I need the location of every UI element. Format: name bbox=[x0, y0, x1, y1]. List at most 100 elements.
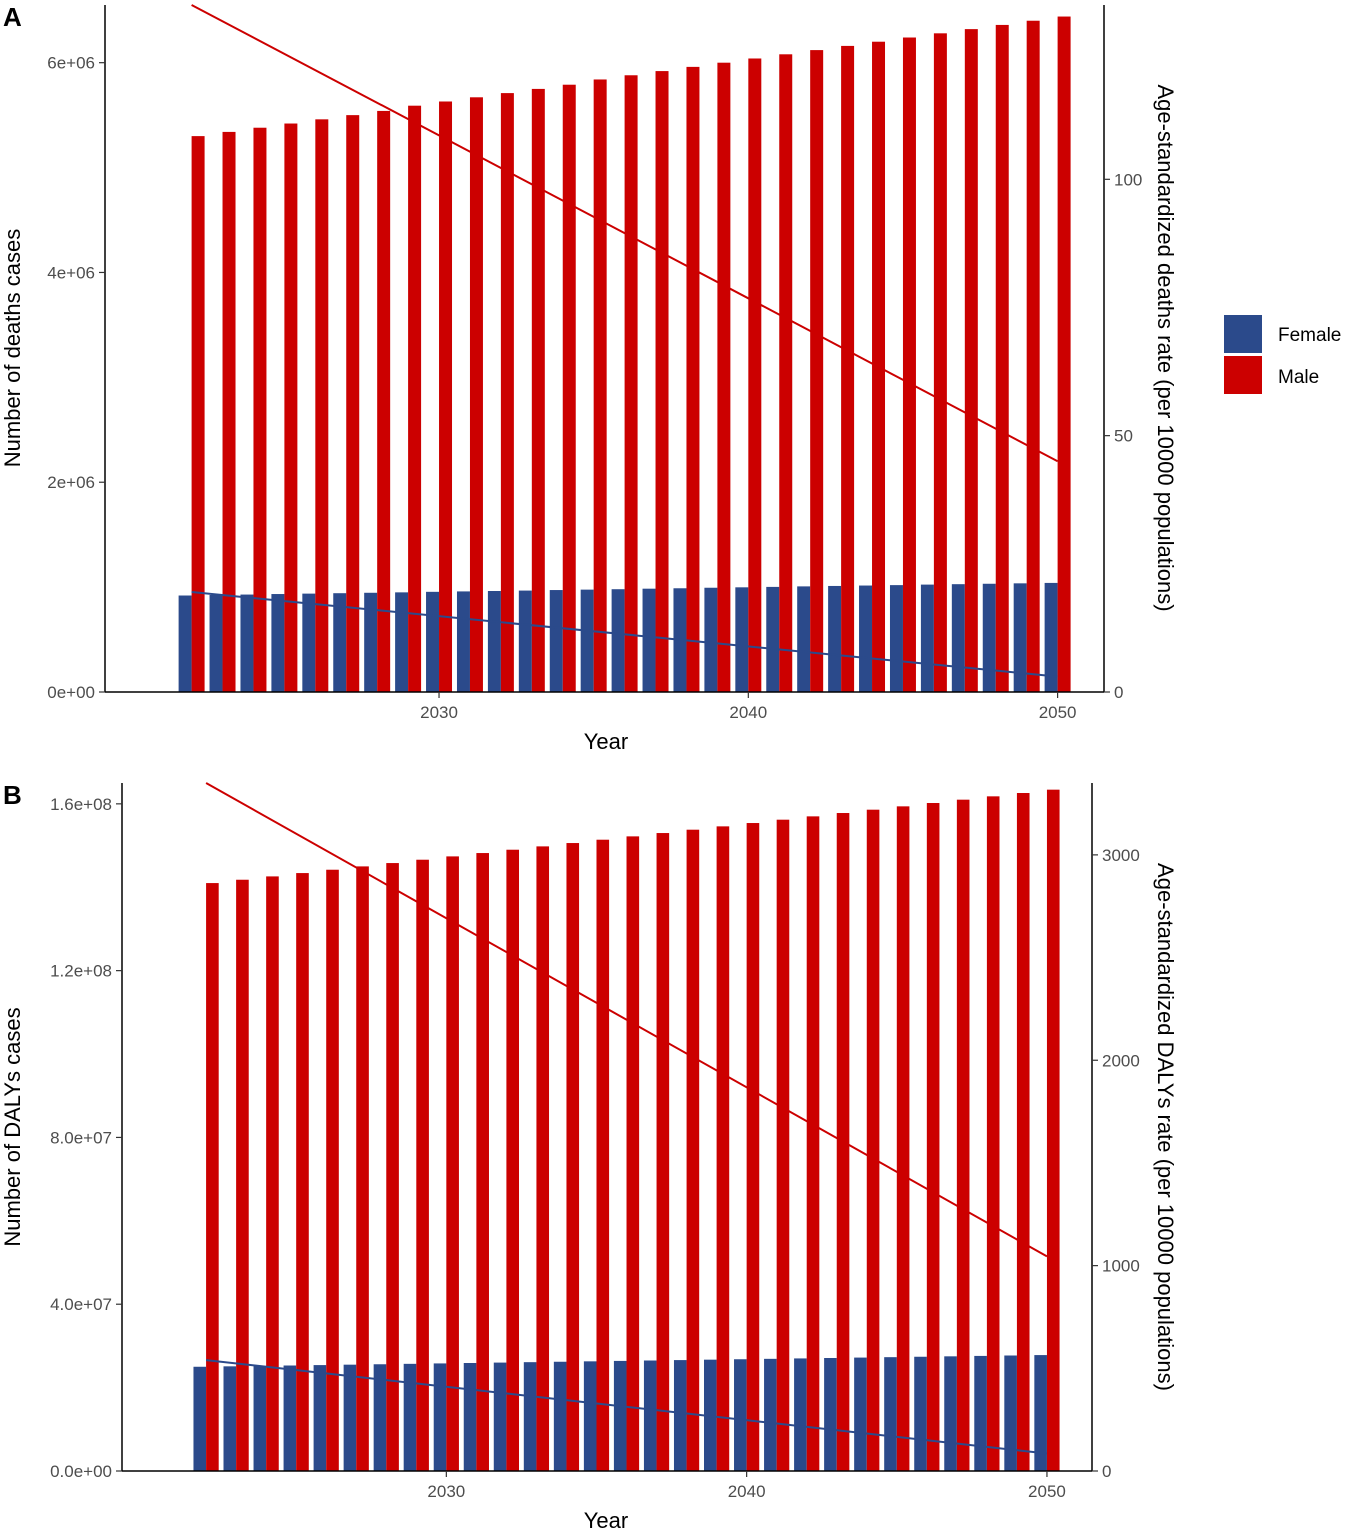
female-bar-2033 bbox=[518, 590, 532, 692]
female-bar-2041 bbox=[766, 586, 780, 692]
female-bar-2044 bbox=[859, 585, 873, 692]
male-bar-2031 bbox=[476, 853, 489, 1471]
male-bar-2050 bbox=[1046, 789, 1060, 1471]
female-bar-2022 bbox=[193, 1366, 207, 1471]
y-tick-label: 0.0e+00 bbox=[50, 1462, 112, 1481]
female-bar-2034 bbox=[549, 590, 563, 692]
male-bar-2024 bbox=[253, 127, 267, 693]
female-bar-2048 bbox=[974, 1355, 987, 1471]
male-bar-2049 bbox=[1016, 793, 1030, 1471]
female-bar-2040 bbox=[735, 587, 749, 692]
female-bar-2047 bbox=[944, 1356, 957, 1471]
female-bar-2036 bbox=[613, 1360, 627, 1471]
female-bar-2032 bbox=[487, 591, 501, 692]
female-bar-2046 bbox=[920, 584, 934, 692]
male-bar-2047 bbox=[964, 29, 978, 693]
panel-a-label: A bbox=[3, 2, 22, 32]
y-tick-label: 4.0e+07 bbox=[50, 1295, 112, 1314]
y2-tick-label: 50 bbox=[1114, 427, 1133, 446]
female-bar-2043 bbox=[828, 585, 842, 692]
x-tick-label: 2030 bbox=[427, 1482, 465, 1501]
female-bar-2032 bbox=[493, 1362, 507, 1471]
legend-label-female: Female bbox=[1278, 325, 1341, 346]
female-bar-2029 bbox=[403, 1363, 417, 1471]
male-bar-2027 bbox=[346, 115, 360, 692]
female-bar-2037 bbox=[642, 588, 656, 692]
male-bar-2038 bbox=[686, 66, 700, 692]
female-bar-2026 bbox=[302, 593, 316, 692]
x-tick-label: 2050 bbox=[1028, 1482, 1066, 1501]
female-bar-2025 bbox=[283, 1365, 297, 1471]
female-bar-2044 bbox=[854, 1357, 867, 1471]
female-bar-2023 bbox=[209, 594, 223, 692]
male-bar-2025 bbox=[284, 123, 298, 692]
male-bar-2036 bbox=[626, 836, 640, 1471]
y2-tick-label: 0 bbox=[1102, 1462, 1111, 1481]
male-bar-2024 bbox=[266, 876, 279, 1471]
female-bar-2035 bbox=[583, 1361, 597, 1471]
panel-a-y-axis-title: Number of deaths cases bbox=[0, 229, 25, 467]
male-bar-2040 bbox=[748, 58, 762, 693]
male-bar-2045 bbox=[896, 806, 910, 1471]
female-bar-2037 bbox=[643, 1360, 657, 1471]
female-bar-2047 bbox=[951, 584, 965, 692]
male-bar-2047 bbox=[956, 799, 970, 1471]
panel-b-axes: 0.0e+00 4.0e+07 8.0e+07 1.2e+08 1.6e+08 0 1000… bbox=[50, 783, 1140, 1501]
panel-a-deaths-chart: A 0e+00 2e+06 4e+06 6e+06 0 50 100 2030 2040 2050… bbox=[0, 2, 1178, 754]
female-bar-2030 bbox=[426, 591, 440, 692]
female-bar-2028 bbox=[373, 1364, 387, 1471]
male-bar-2037 bbox=[655, 71, 669, 692]
male-bar-2022 bbox=[206, 883, 219, 1471]
legend-label-male: Male bbox=[1278, 367, 1319, 388]
female-bar-2043 bbox=[824, 1358, 837, 1471]
female-bar-2049 bbox=[1013, 583, 1027, 692]
male-bar-2034 bbox=[562, 84, 576, 692]
male-bar-2046 bbox=[926, 803, 940, 1471]
female-bar-2029 bbox=[395, 592, 409, 692]
female-bar-2038 bbox=[673, 1360, 687, 1471]
male-bar-2046 bbox=[933, 33, 947, 692]
male-bar-2031 bbox=[469, 97, 483, 693]
female-bar-2035 bbox=[580, 589, 594, 692]
male-bar-2025 bbox=[296, 873, 309, 1471]
male-bar-2032 bbox=[506, 849, 520, 1471]
female-bar-2024 bbox=[253, 1365, 267, 1471]
panel-a-rate-lines bbox=[191, 4, 1059, 678]
male-bar-2048 bbox=[986, 796, 1000, 1471]
male-bar-2030 bbox=[446, 856, 459, 1471]
y-tick-label: 8.0e+07 bbox=[50, 1128, 112, 1147]
legend-key-female bbox=[1224, 315, 1262, 353]
male-bar-2045 bbox=[902, 37, 916, 692]
female-bar-2030 bbox=[433, 1363, 447, 1471]
female-bar-2031 bbox=[463, 1363, 477, 1471]
female-bar-2031 bbox=[456, 591, 470, 692]
female-bar-2028 bbox=[364, 592, 378, 692]
female-bar-2040 bbox=[734, 1359, 747, 1471]
y-tick-label: 1.6e+08 bbox=[50, 795, 112, 814]
male-bar-2049 bbox=[1026, 20, 1040, 693]
male-bar-2044 bbox=[866, 809, 880, 1471]
y2-tick-label: 0 bbox=[1114, 683, 1123, 702]
male-bar-2023 bbox=[222, 131, 236, 692]
female-bar-2042 bbox=[797, 586, 811, 692]
panel-b-rate-lines bbox=[205, 782, 1048, 1455]
male-bar-2023 bbox=[236, 879, 249, 1471]
male-bar-2037 bbox=[656, 833, 670, 1471]
panel-a-axes: 0e+00 2e+06 4e+06 6e+06 0 50 100 2030 2040 2050 bbox=[47, 5, 1142, 722]
male-bar-2042 bbox=[806, 816, 820, 1471]
male-bar-2040 bbox=[746, 823, 760, 1471]
male-bar-2036 bbox=[624, 75, 638, 692]
panel-b-dalys-chart: B 0.0e+00 4.0e+07 8.0e+07 1.2e+08 1.6e+08 0 10… bbox=[0, 780, 1178, 1532]
male-bar-2039 bbox=[716, 826, 730, 1471]
panel-a-bars bbox=[178, 16, 1071, 693]
female-bar-2026 bbox=[313, 1365, 327, 1471]
legend-key-male bbox=[1224, 356, 1262, 394]
female-bar-2046 bbox=[914, 1356, 927, 1471]
female-bar-2027 bbox=[343, 1364, 357, 1471]
male-bar-2022 bbox=[191, 136, 205, 693]
panel-b-bars bbox=[193, 789, 1060, 1471]
panel-b-y-axis-title: Number of DALYs cases bbox=[0, 1007, 25, 1246]
male-bar-2027 bbox=[356, 866, 369, 1471]
female-bar-2049 bbox=[1004, 1355, 1017, 1471]
male-bar-2033 bbox=[531, 88, 545, 692]
